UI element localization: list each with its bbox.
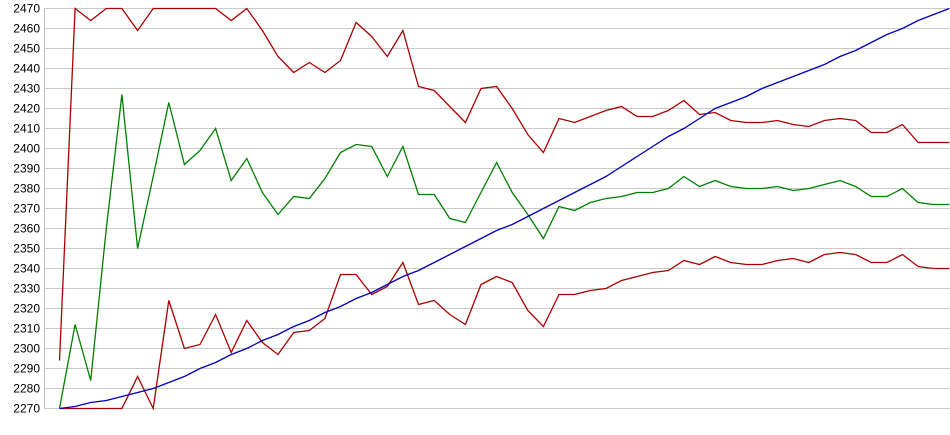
y-axis-label: 2440 [13, 62, 40, 76]
y-axis-label: 2360 [13, 222, 40, 236]
y-axis-label: 2420 [13, 102, 40, 116]
y-axis-label: 2330 [13, 282, 40, 296]
y-axis-label: 2320 [13, 302, 40, 316]
series-green-mid-series [58, 94, 950, 409]
y-axis-label: 2370 [13, 202, 40, 216]
series-upper-red-band [58, 7, 950, 361]
y-axis-label: 2460 [13, 22, 40, 36]
y-axis-label: 2300 [13, 342, 40, 356]
y-axis-label: 2310 [13, 322, 40, 336]
y-axis-label: 2470 [13, 2, 40, 16]
y-axis-label: 2380 [13, 182, 40, 196]
y-axis-label: 2390 [13, 162, 40, 176]
y-axis-label: 2400 [13, 142, 40, 156]
y-axis-label: 2410 [13, 122, 40, 136]
y-axis-label: 2270 [13, 402, 40, 416]
series-lower-red-band [59, 251, 950, 411]
y-axis-label: 2280 [13, 382, 40, 396]
series-blue-trend-line [59, 7, 950, 410]
y-axis-label: 2430 [13, 82, 40, 96]
y-axis-label: 2350 [13, 242, 40, 256]
y-axis-label: 2450 [13, 42, 40, 56]
y-axis-label: 2290 [13, 362, 40, 376]
y-axis-label: 2340 [13, 262, 40, 276]
